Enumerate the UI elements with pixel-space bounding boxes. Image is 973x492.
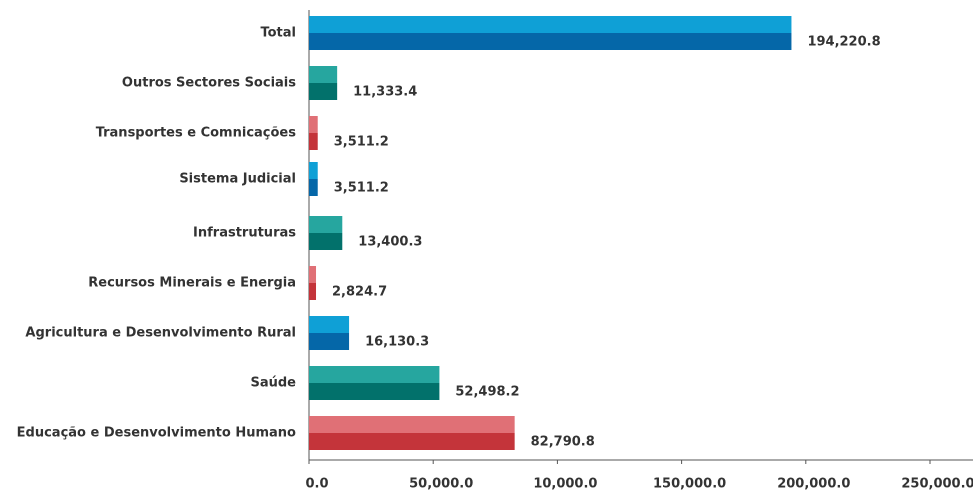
value-label: 11,333.4 xyxy=(353,85,417,100)
x-tick-label: 10,000.0 xyxy=(533,477,597,492)
x-tick-label: 200,000.0 xyxy=(777,477,850,492)
value-label: 3,511.2 xyxy=(334,181,389,196)
bar-bottom xyxy=(309,233,343,250)
bar-bottom xyxy=(309,333,350,350)
bar-bottom xyxy=(309,283,317,300)
value-label: 82,790.8 xyxy=(531,435,595,450)
bar-top xyxy=(309,162,318,179)
y-tick-label: Educação e Desenvolvimento Humano xyxy=(17,426,296,441)
value-label: 194,220.8 xyxy=(807,35,880,50)
y-tick-label: Outros Sectores Sociais xyxy=(122,76,296,91)
bar-bottom xyxy=(309,33,792,50)
bar xyxy=(309,162,318,196)
bar xyxy=(309,16,792,50)
x-tick-label: 150,000.0 xyxy=(653,477,726,492)
bar-bottom xyxy=(309,433,515,450)
x-tick-label: 250,000.0 xyxy=(901,477,973,492)
bar xyxy=(309,116,318,150)
bar xyxy=(309,216,343,250)
bar-top xyxy=(309,216,343,233)
bar-top xyxy=(309,416,515,433)
bar xyxy=(309,366,440,400)
bar-top xyxy=(309,116,318,133)
y-tick-label: Infrastruturas xyxy=(193,226,296,241)
value-label: 52,498.2 xyxy=(455,385,519,400)
y-tick-label: Saúde xyxy=(250,376,296,391)
y-tick-label: Total xyxy=(260,26,296,41)
bar-bottom xyxy=(309,383,440,400)
bar-top xyxy=(309,266,317,283)
value-label: 13,400.3 xyxy=(358,235,422,250)
y-tick-label: Recursos Minerais e Energia xyxy=(88,276,296,291)
bar-bottom xyxy=(309,179,318,196)
y-tick-label: Sistema Judicial xyxy=(179,172,296,187)
x-tick-label: 50,000.0 xyxy=(409,477,473,492)
bar-top xyxy=(309,316,350,333)
value-label: 2,824.7 xyxy=(332,285,387,300)
x-tick-label: 0.0 xyxy=(305,477,328,492)
bar xyxy=(309,266,317,300)
y-tick-label: Transportes e Comnicações xyxy=(96,126,297,141)
bar xyxy=(309,316,350,350)
bar-top xyxy=(309,366,440,383)
bar xyxy=(309,416,515,450)
bar-bottom xyxy=(309,133,318,150)
bar-top xyxy=(309,66,338,83)
bar-bottom xyxy=(309,83,338,100)
bar-top xyxy=(309,16,792,33)
bar xyxy=(309,66,338,100)
y-tick-label: Agricultura e Desenvolvimento Rural xyxy=(25,326,296,341)
value-label: 16,130.3 xyxy=(365,335,429,350)
value-label: 3,511.2 xyxy=(334,135,389,150)
